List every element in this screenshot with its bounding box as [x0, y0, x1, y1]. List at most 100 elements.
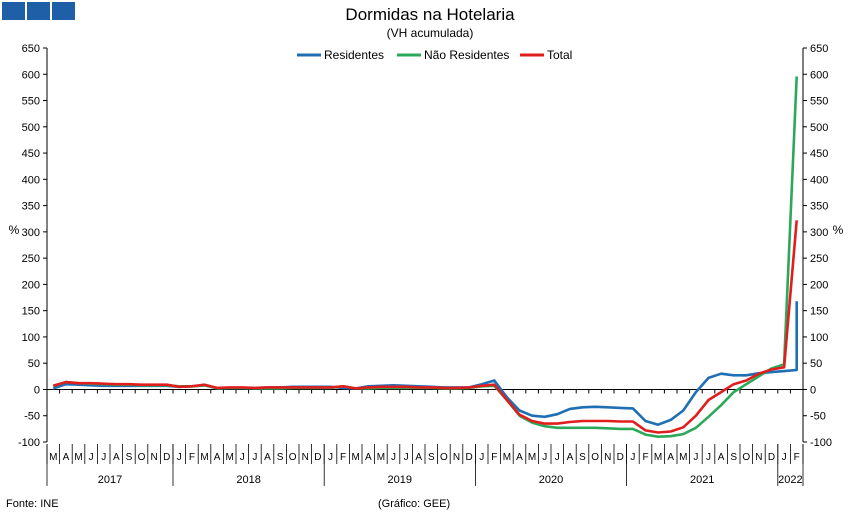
- x-tick-label: J: [240, 452, 245, 463]
- credit-note: (Gráfico: GEE): [378, 498, 451, 510]
- y-tick-label-right: 250: [810, 253, 828, 265]
- series-line-total: [52, 220, 798, 434]
- y-tick-label-right: -50: [810, 411, 826, 423]
- axes-group: -100 -100 -50 -50 0 0 50 50 100 100 150 150 200 200 25…: [18, 43, 832, 486]
- y-tick-label-right: -100: [810, 437, 832, 449]
- y-tick-label-right: 500: [810, 122, 828, 134]
- x-tick-label: A: [667, 452, 674, 463]
- x-tick-label: J: [328, 452, 333, 463]
- y-tick-label-left: 600: [22, 69, 40, 81]
- x-tick-label: J: [693, 452, 698, 463]
- x-tick-label: M: [226, 452, 234, 463]
- x-tick-label: A: [264, 452, 271, 463]
- y-axis-label-right: %: [833, 223, 844, 237]
- x-tick-label: M: [49, 452, 57, 463]
- year-label: 2020: [539, 474, 563, 486]
- logo-square: [27, 2, 50, 20]
- x-tick-label: J: [782, 452, 787, 463]
- y-tick-label-right: 200: [810, 279, 828, 291]
- x-tick-label: M: [503, 452, 511, 463]
- x-tick-label: J: [555, 452, 560, 463]
- source-note: Fonte: INE: [6, 498, 59, 510]
- x-tick-label: N: [755, 452, 762, 463]
- year-label: 2022: [778, 474, 802, 486]
- y-tick-label-left: 550: [22, 96, 40, 108]
- x-tick-label: S: [730, 452, 737, 463]
- x-tick-label: F: [491, 452, 497, 463]
- year-label: 2019: [388, 474, 412, 486]
- y-tick-label-right: 350: [810, 201, 828, 213]
- x-tick-label: J: [101, 452, 106, 463]
- y-tick-label-right: 150: [810, 306, 828, 318]
- x-tick-label: S: [579, 452, 586, 463]
- logo-square: [52, 2, 75, 20]
- x-tick-label: J: [177, 452, 182, 463]
- y-tick-label-left: 150: [22, 306, 40, 318]
- x-tick-label: N: [302, 452, 309, 463]
- y-tick-label-left: 100: [22, 332, 40, 344]
- y-tick-label-left: 200: [22, 279, 40, 291]
- series-line-residentes: [52, 301, 799, 427]
- x-tick-label: F: [189, 452, 195, 463]
- legend-label: Residentes: [324, 48, 384, 62]
- x-tick-label: M: [352, 452, 360, 463]
- y-tick-label-right: 400: [810, 174, 828, 186]
- x-tick-label: F: [340, 452, 346, 463]
- y-tick-label-right: 600: [810, 69, 828, 81]
- y-tick-label-left: 650: [22, 43, 40, 55]
- x-tick-label: D: [768, 452, 775, 463]
- y-tick-label-left: -100: [18, 437, 40, 449]
- x-tick-label: M: [679, 452, 687, 463]
- y-axis-label-left: %: [9, 223, 20, 237]
- legend-label: Total: [547, 48, 572, 62]
- year-label: 2021: [690, 474, 714, 486]
- x-tick-label: J: [89, 452, 94, 463]
- x-tick-label: A: [113, 452, 120, 463]
- y-tick-label-right: 650: [810, 43, 828, 55]
- y-tick-label-right: 450: [810, 148, 828, 160]
- series-group: [52, 76, 799, 439]
- series-line-n-o-residentes: [52, 76, 798, 439]
- x-tick-label: O: [591, 452, 599, 463]
- x-tick-label: A: [516, 452, 523, 463]
- x-tick-label: J: [391, 452, 396, 463]
- legend: Residentes Não Residentes Total: [297, 48, 572, 62]
- y-tick-label-left: 300: [22, 227, 40, 239]
- x-tick-label: D: [163, 452, 170, 463]
- x-tick-label: N: [150, 452, 157, 463]
- x-tick-label: S: [126, 452, 133, 463]
- x-tick-label: J: [404, 452, 409, 463]
- x-tick-label: M: [654, 452, 662, 463]
- x-tick-label: D: [314, 452, 321, 463]
- y-tick-label-right: 100: [810, 332, 828, 344]
- x-tick-label: A: [365, 452, 372, 463]
- x-tick-label: S: [428, 452, 435, 463]
- x-tick-label: D: [465, 452, 472, 463]
- x-tick-label: A: [718, 452, 725, 463]
- y-tick-label-left: 250: [22, 253, 40, 265]
- y-tick-label-left: -50: [24, 411, 40, 423]
- x-tick-label: F: [642, 452, 648, 463]
- y-tick-label-right: 0: [810, 384, 816, 396]
- x-tick-label: M: [528, 452, 536, 463]
- x-tick-label: D: [617, 452, 624, 463]
- x-tick-label: M: [200, 452, 208, 463]
- x-tick-label: J: [706, 452, 711, 463]
- x-tick-label: A: [214, 452, 221, 463]
- y-tick-label-right: 300: [810, 227, 828, 239]
- x-tick-label: J: [479, 452, 484, 463]
- year-label: 2018: [236, 474, 260, 486]
- x-tick-label: A: [63, 452, 70, 463]
- x-tick-label: N: [604, 452, 611, 463]
- x-tick-label: A: [567, 452, 574, 463]
- x-tick-label: N: [453, 452, 460, 463]
- line-chart: Dormidas na Hotelaria (VH acumulada) % %…: [9, 5, 844, 486]
- x-tick-label: A: [415, 452, 422, 463]
- y-tick-label-left: 400: [22, 174, 40, 186]
- y-tick-label-right: 550: [810, 96, 828, 108]
- year-label: 2017: [98, 474, 122, 486]
- x-tick-label: F: [794, 452, 800, 463]
- x-tick-label: O: [138, 452, 146, 463]
- legend-label: Não Residentes: [424, 48, 509, 62]
- x-tick-label: O: [440, 452, 448, 463]
